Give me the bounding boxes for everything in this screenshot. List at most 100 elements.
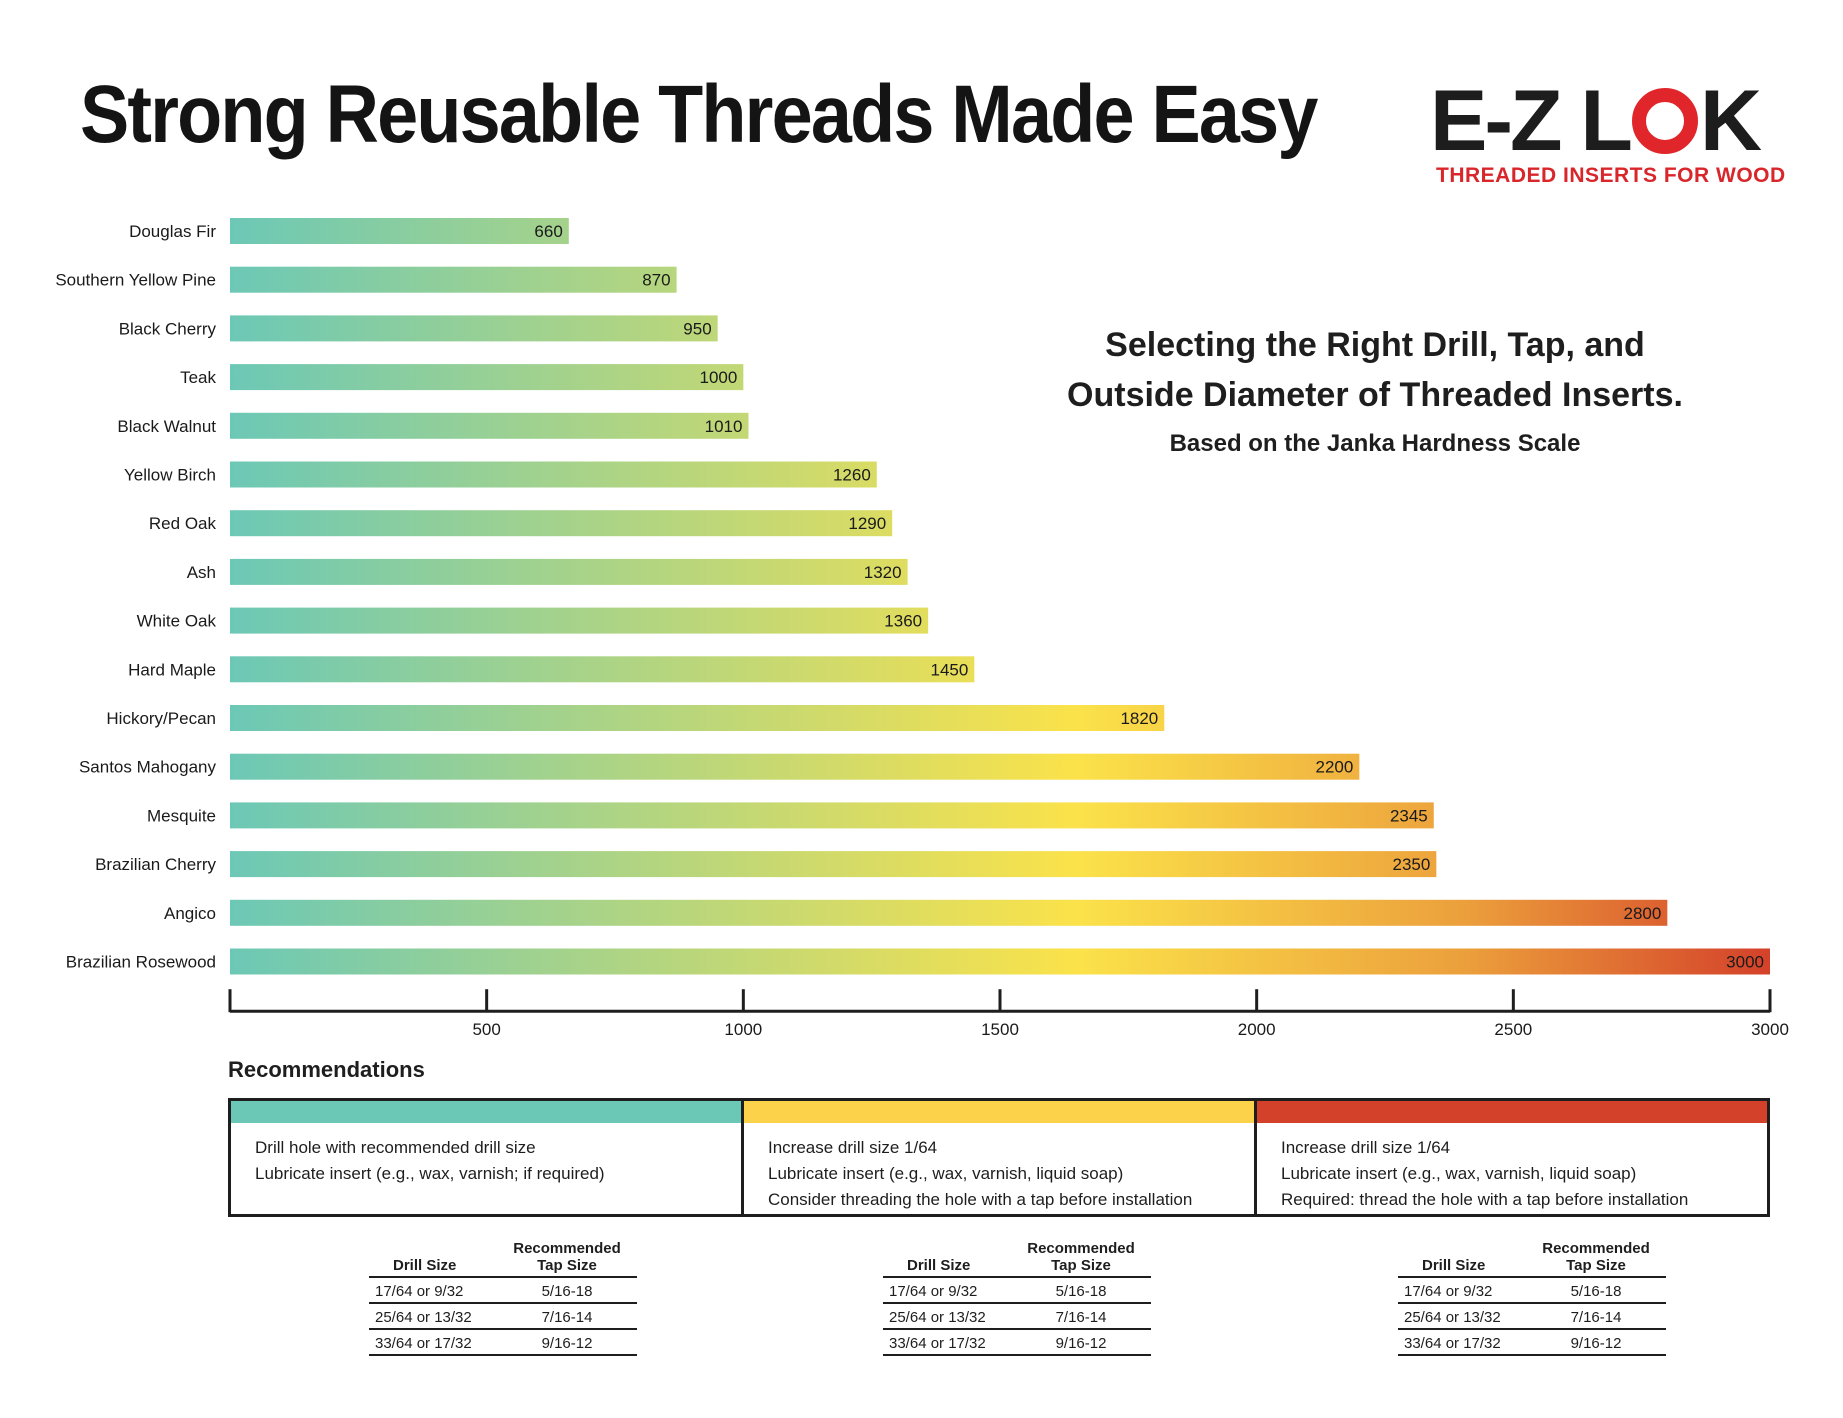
bar-black-walnut (230, 412, 749, 439)
value-label: 950 (683, 319, 711, 338)
logo-text-right: K (1699, 73, 1762, 169)
recommendation-line: Drill hole with recommended drill size (255, 1138, 536, 1157)
tap-table-low: Drill Size Recommended Tap Size 17/64 or … (369, 1236, 637, 1356)
value-label: 1820 (1120, 709, 1158, 728)
page-title: Strong Reusable Threads Made Easy (80, 69, 1318, 160)
recommendation-line: Lubricate insert (e.g., wax, varnish, li… (768, 1164, 1124, 1183)
bar-white-oak (230, 607, 929, 634)
category-label: Southern Yellow Pine (55, 271, 216, 290)
bar-southern-yellow-pine (230, 266, 677, 293)
recommendations-title: Recommendations (228, 1057, 425, 1082)
drill-size-cell: 33/64 or 17/32 (1404, 1335, 1501, 1352)
bar-douglas-fir (230, 218, 569, 244)
category-label: Hard Maple (128, 660, 216, 679)
recommendation-line: Lubricate insert (e.g., wax, varnish, li… (1281, 1164, 1637, 1183)
value-label: 1290 (848, 514, 886, 533)
drill-size-cell: 33/64 or 17/32 (375, 1335, 472, 1352)
bar-yellow-birch (230, 461, 877, 488)
value-label: 2200 (1316, 758, 1354, 777)
table-row: 17/64 or 9/32 5/16-18 (369, 1278, 637, 1304)
bar-angico (230, 899, 1668, 926)
table-row: 33/64 or 17/32 9/16-12 (883, 1330, 1151, 1356)
table-row: 33/64 or 17/32 9/16-12 (369, 1330, 637, 1356)
tap-table-header: Drill Size Recommended Tap Size (1398, 1236, 1666, 1278)
bar-brazilian-cherry (230, 851, 1437, 878)
x-tick-label: 3000 (1751, 1020, 1789, 1039)
tap-size-cell: 7/16-14 (1570, 1309, 1622, 1326)
recommendation-column-mid: Increase drill size 1/64 Lubricate inser… (744, 1101, 1257, 1214)
value-label: 1360 (884, 612, 922, 631)
category-label: Black Walnut (117, 417, 216, 436)
table-row: 25/64 or 13/32 7/16-14 (369, 1304, 637, 1330)
drill-size-cell: 25/64 or 13/32 (889, 1309, 986, 1326)
category-label: Ash (187, 563, 216, 582)
table-row: 33/64 or 17/32 9/16-12 (1398, 1330, 1666, 1356)
subtitle-line-3: Based on the Janka Hardness Scale (1169, 430, 1581, 457)
bar-hickory-pecan (230, 705, 1165, 731)
tap-size-header: Recommended Tap Size (1021, 1240, 1141, 1274)
table-row: 25/64 or 13/32 7/16-14 (883, 1304, 1151, 1330)
bar-black-cherry (230, 315, 718, 342)
bar-ash (230, 558, 908, 585)
category-label: White Oak (137, 612, 217, 631)
table-row: 17/64 or 9/32 5/16-18 (883, 1278, 1151, 1304)
janka-bar-chart: Douglas Fir 660 Southern Yellow Pine 870 Bla… (55, 218, 1789, 1039)
value-label: 1320 (864, 563, 902, 582)
category-label: Yellow Birch (124, 466, 216, 485)
value-label: 2345 (1390, 806, 1428, 825)
drill-size-header: Drill Size (1422, 1257, 1486, 1274)
tap-size-cell: 9/16-12 (1570, 1335, 1622, 1352)
recommendation-color-bar (231, 1101, 741, 1123)
recommendation-line: Increase drill size 1/64 (1281, 1138, 1451, 1157)
tap-table-header: Drill Size Recommended Tap Size (883, 1236, 1151, 1278)
recommendation-color-bar (1257, 1101, 1767, 1123)
recommendation-line: Consider threading the hole with a tap b… (768, 1190, 1193, 1209)
category-label: Brazilian Cherry (95, 855, 216, 874)
tap-size-cell: 7/16-14 (1055, 1309, 1107, 1326)
drill-size-header: Drill Size (393, 1257, 457, 1274)
recommendation-column-low: Drill hole with recommended drill size L… (231, 1101, 744, 1214)
tap-size-header: Recommended Tap Size (507, 1240, 627, 1274)
subtitle-line-2: Outside Diameter of Threaded Inserts. (1067, 376, 1683, 414)
bar-brazilian-rosewood (230, 948, 1770, 975)
x-tick-label: 500 (472, 1020, 500, 1039)
category-label: Black Cherry (119, 319, 217, 338)
x-tick-label: 2500 (1494, 1020, 1532, 1039)
tap-size-header-line-2: Tap Size (1566, 1257, 1626, 1274)
tap-size-header-line-1: Recommended (513, 1240, 621, 1257)
recommendations-box: Drill hole with recommended drill size L… (228, 1098, 1770, 1217)
drill-size-cell: 17/64 or 9/32 (375, 1283, 464, 1300)
tap-size-cell: 5/16-18 (1570, 1283, 1622, 1300)
value-label: 1000 (700, 368, 738, 387)
tap-size-header-line-1: Recommended (1027, 1240, 1135, 1257)
value-label: 1260 (833, 466, 871, 485)
drill-size-cell: 25/64 or 13/32 (1404, 1309, 1501, 1326)
x-tick-label: 2000 (1238, 1020, 1276, 1039)
category-label: Angico (164, 904, 216, 923)
logo-tagline: THREADED INSERTS FOR WOOD (1436, 164, 1786, 187)
bar-hard-maple (230, 656, 975, 683)
recommendation-column-high: Increase drill size 1/64 Lubricate inser… (1257, 1101, 1767, 1214)
value-label: 660 (534, 222, 562, 241)
tap-size-header-line-1: Recommended (1542, 1240, 1650, 1257)
category-label: Hickory/Pecan (106, 709, 216, 728)
value-label: 3000 (1726, 953, 1764, 972)
tap-size-cell: 5/16-18 (541, 1283, 593, 1300)
recommendation-line: Required: thread the hole with a tap bef… (1281, 1190, 1689, 1209)
value-label: 2800 (1624, 904, 1662, 923)
drill-size-cell: 17/64 or 9/32 (889, 1283, 978, 1300)
logo-ring-icon (1631, 88, 1698, 154)
tap-table-mid: Drill Size Recommended Tap Size 17/64 or … (883, 1236, 1151, 1356)
category-label: Brazilian Rosewood (66, 953, 216, 972)
logo-text-left: E-Z L (1430, 73, 1633, 169)
value-label: 1450 (931, 660, 969, 679)
drill-size-cell: 17/64 or 9/32 (1404, 1283, 1493, 1300)
value-label: 870 (642, 271, 670, 290)
bar-red-oak (230, 510, 893, 537)
table-row: 25/64 or 13/32 7/16-14 (1398, 1304, 1666, 1330)
value-label: 1010 (705, 417, 743, 436)
x-tick-label: 1000 (724, 1020, 762, 1039)
drill-size-cell: 25/64 or 13/32 (375, 1309, 472, 1326)
